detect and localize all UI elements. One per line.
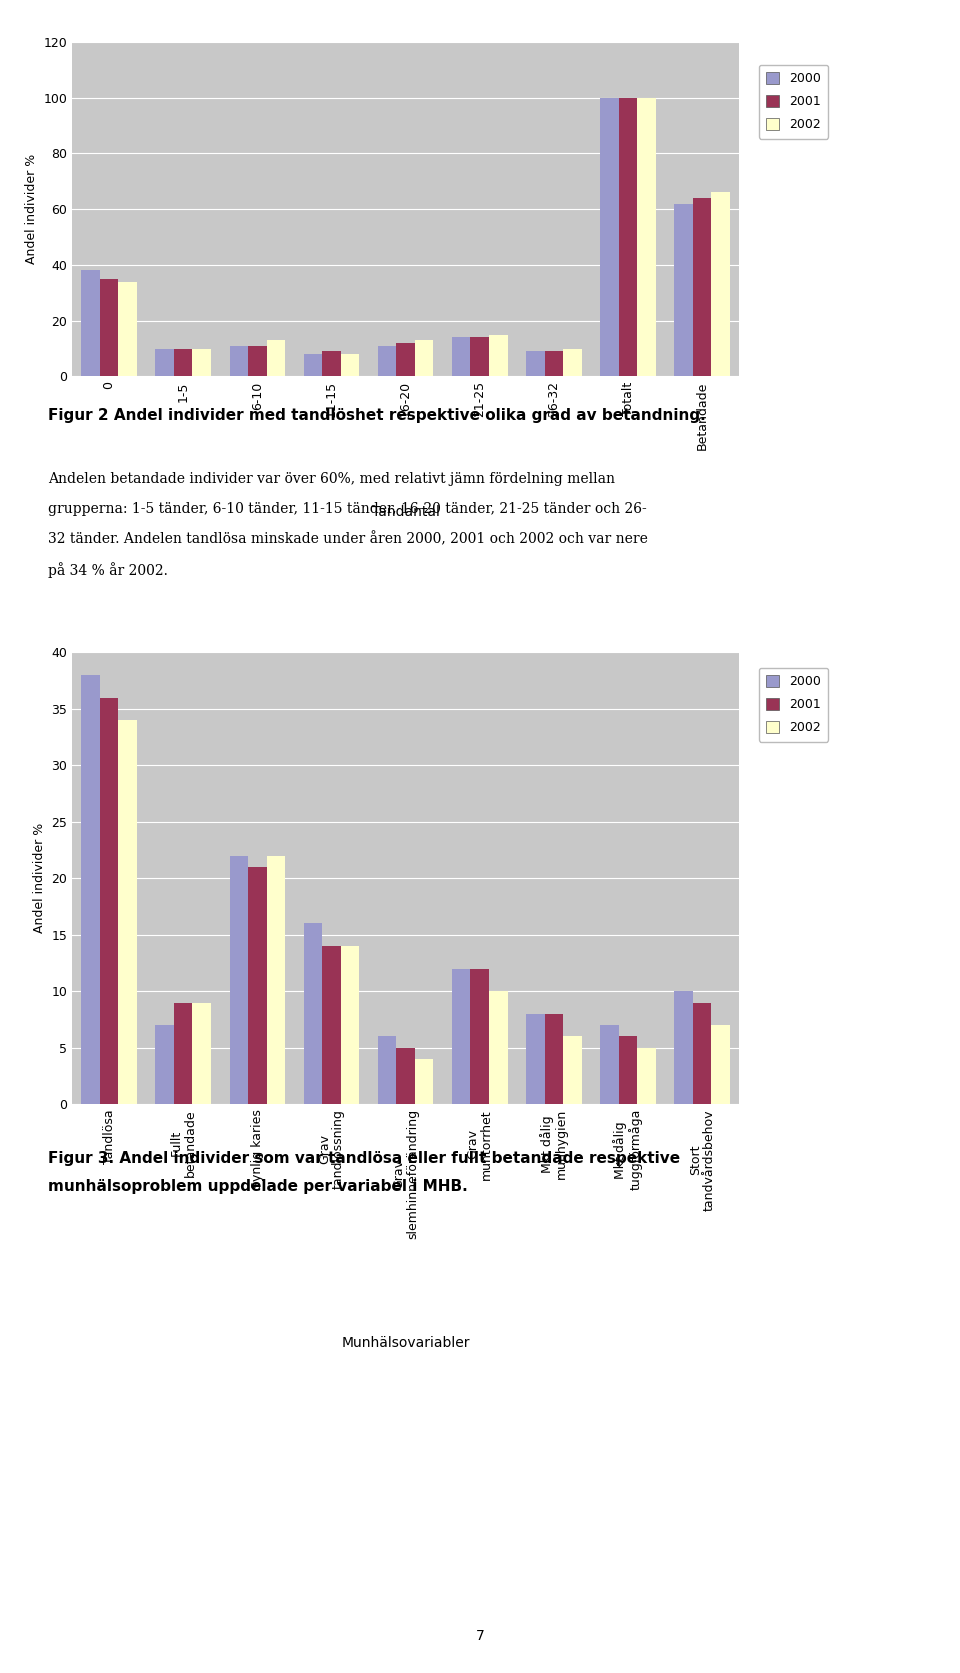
Bar: [118, 719, 137, 1104]
Y-axis label: Andel individer %: Andel individer %: [33, 823, 46, 934]
Bar: [470, 969, 489, 1104]
Bar: [452, 338, 470, 376]
Text: 32 tänder. Andelen tandlösa minskade under åren 2000, 2001 och 2002 och var nere: 32 tänder. Andelen tandlösa minskade und…: [48, 532, 648, 547]
Bar: [470, 338, 489, 376]
Bar: [174, 1002, 192, 1104]
Bar: [674, 990, 693, 1104]
Bar: [378, 1036, 396, 1104]
Bar: [267, 340, 285, 376]
Bar: [323, 945, 341, 1104]
Bar: [544, 1014, 564, 1104]
Bar: [674, 204, 693, 376]
Bar: [544, 351, 564, 376]
Bar: [526, 1014, 544, 1104]
Bar: [323, 351, 341, 376]
Bar: [637, 1047, 656, 1104]
Bar: [341, 355, 359, 376]
Bar: [619, 97, 637, 376]
Bar: [526, 351, 544, 376]
Y-axis label: Andel individer %: Andel individer %: [25, 154, 37, 264]
Bar: [341, 945, 359, 1104]
Bar: [100, 279, 118, 376]
Bar: [711, 192, 730, 376]
Bar: [600, 97, 619, 376]
Bar: [693, 1002, 711, 1104]
Text: Figur 2 Andel individer med tandlöshet respektive olika grad av betandning.: Figur 2 Andel individer med tandlöshet r…: [48, 408, 706, 423]
Bar: [82, 674, 100, 1104]
Bar: [489, 335, 508, 376]
X-axis label: Munhälsovariabler: Munhälsovariabler: [342, 1337, 469, 1350]
Bar: [118, 281, 137, 376]
Bar: [415, 340, 433, 376]
Bar: [303, 923, 323, 1104]
Bar: [564, 1036, 582, 1104]
Text: Figur 3. Andel individer som var tandlösa eller fullt betandade respektive: Figur 3. Andel individer som var tandlös…: [48, 1151, 680, 1166]
Bar: [229, 857, 248, 1104]
Bar: [600, 1026, 619, 1104]
Bar: [156, 1026, 174, 1104]
Bar: [248, 346, 267, 376]
Bar: [711, 1026, 730, 1104]
Bar: [415, 1059, 433, 1104]
Bar: [619, 1036, 637, 1104]
Bar: [564, 348, 582, 376]
Text: grupperna: 1-5 tänder, 6-10 tänder, 11-15 tänder, 16-20 tänder, 21-25 tänder och: grupperna: 1-5 tänder, 6-10 tänder, 11-1…: [48, 502, 647, 515]
Bar: [100, 698, 118, 1104]
Bar: [396, 1047, 415, 1104]
Bar: [693, 197, 711, 376]
Bar: [396, 343, 415, 376]
Bar: [82, 271, 100, 376]
Text: 7: 7: [475, 1630, 485, 1643]
Bar: [637, 97, 656, 376]
Bar: [248, 867, 267, 1104]
Bar: [452, 969, 470, 1104]
Bar: [489, 990, 508, 1104]
Text: på 34 % år 2002.: på 34 % år 2002.: [48, 562, 168, 577]
Legend: 2000, 2001, 2002: 2000, 2001, 2002: [758, 668, 828, 741]
Text: munhälsoproblem uppdelade per variabel i MHB.: munhälsoproblem uppdelade per variabel i…: [48, 1179, 468, 1195]
Bar: [156, 348, 174, 376]
Bar: [267, 857, 285, 1104]
Bar: [174, 348, 192, 376]
Legend: 2000, 2001, 2002: 2000, 2001, 2002: [758, 65, 828, 139]
X-axis label: Tandantal: Tandantal: [372, 505, 440, 519]
Text: Andelen betandade individer var över 60%, med relativt jämn fördelning mellan: Andelen betandade individer var över 60%…: [48, 472, 615, 485]
Bar: [192, 1002, 211, 1104]
Bar: [378, 346, 396, 376]
Bar: [303, 355, 323, 376]
Bar: [229, 346, 248, 376]
Bar: [192, 348, 211, 376]
